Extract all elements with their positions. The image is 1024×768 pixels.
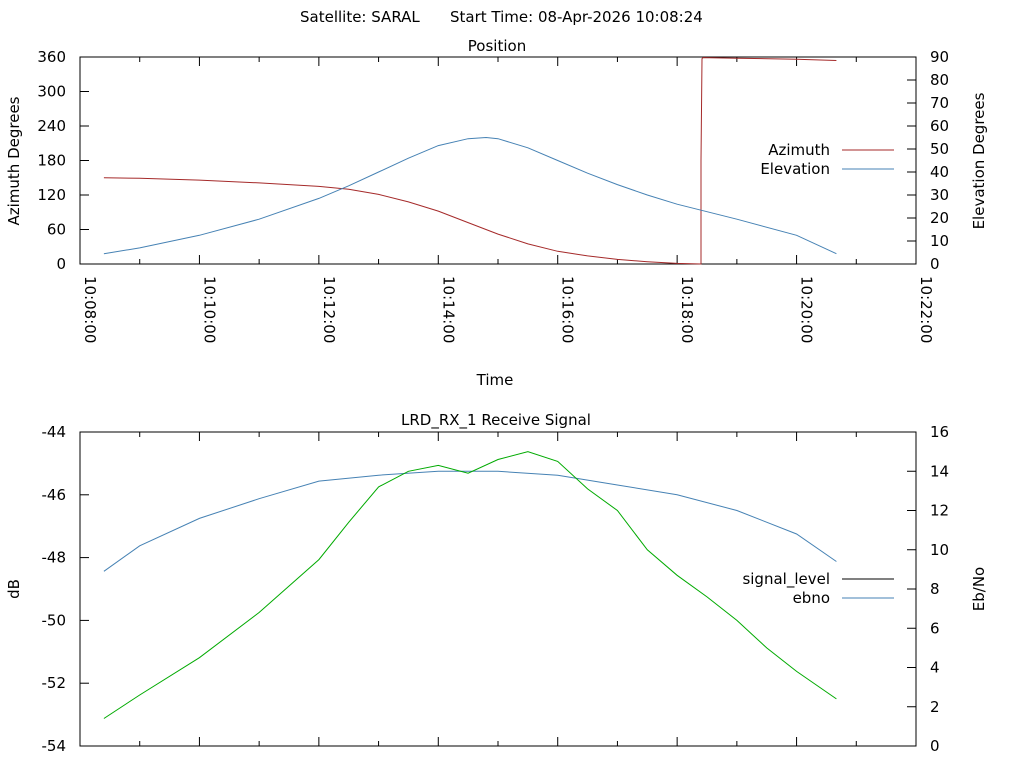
y2-tick-label: 6 bbox=[930, 619, 940, 637]
y2-tick-label: 90 bbox=[930, 48, 949, 66]
y2-tick-label: 80 bbox=[930, 71, 949, 89]
legend-label: Elevation bbox=[760, 160, 830, 178]
y2-tick-label: 8 bbox=[930, 580, 940, 598]
x-tick-label: 10:14:00 bbox=[439, 276, 457, 343]
y2-tick-label: 14 bbox=[930, 462, 949, 480]
y2-tick-label: 2 bbox=[930, 698, 940, 716]
y-tick-label: -50 bbox=[42, 611, 67, 629]
y-tick-label: -54 bbox=[42, 737, 67, 755]
series-line-unlabeled bbox=[103, 451, 837, 719]
y2-tick-label: 10 bbox=[930, 541, 949, 559]
series-line-ebno bbox=[103, 470, 837, 572]
y-tick-label: 0 bbox=[56, 255, 66, 273]
y-tick-label: 180 bbox=[37, 152, 66, 170]
header-satellite: Satellite: SARAL bbox=[300, 8, 420, 26]
position-chart: Position Azimuth Degrees Elevation Degre… bbox=[5, 37, 988, 389]
x-tick-label: 10:08:00 bbox=[81, 276, 99, 343]
series-line-Azimuth bbox=[103, 57, 837, 265]
y2-tick-label: 12 bbox=[930, 502, 949, 520]
legend-label: ebno bbox=[793, 589, 830, 607]
x-tick-label: 10:16:00 bbox=[559, 276, 577, 343]
chart-title: Position bbox=[468, 37, 526, 55]
y-axis-label: dB bbox=[5, 579, 23, 599]
y-tick-label: 300 bbox=[37, 83, 66, 101]
receive-signal-chart: LRD_RX_1 Receive Signal dB Eb/No -44 -46 -… bbox=[5, 411, 988, 755]
x-tick-label: 10:18:00 bbox=[678, 276, 696, 343]
x-tick-label: 10:12:00 bbox=[320, 276, 338, 343]
y2-tick-label: 10 bbox=[930, 232, 949, 250]
y2-tick-label: 0 bbox=[930, 255, 940, 273]
y2-tick-label: 30 bbox=[930, 186, 949, 204]
y2-tick-label: 70 bbox=[930, 94, 949, 112]
x-tick-label: 10:22:00 bbox=[917, 276, 935, 343]
y-tick-label: 240 bbox=[37, 117, 66, 135]
y-tick-label: -44 bbox=[42, 423, 67, 441]
x-tick-label: 10:20:00 bbox=[798, 276, 816, 343]
legend-label: Azimuth bbox=[768, 141, 830, 159]
y2-tick-label: 0 bbox=[930, 737, 940, 755]
y2-axis-label: Elevation Degrees bbox=[970, 92, 988, 229]
y-tick-label: -48 bbox=[42, 549, 67, 567]
y2-tick-label: 4 bbox=[930, 659, 940, 677]
x-tick-label: 10:10:00 bbox=[200, 276, 218, 343]
y-tick-label: 120 bbox=[37, 186, 66, 204]
header-start-time: Start Time: 08-Apr-2026 10:08:24 bbox=[450, 8, 703, 26]
y2-tick-label: 50 bbox=[930, 140, 949, 158]
y2-tick-label: 16 bbox=[930, 423, 949, 441]
x-axis-label: Time bbox=[476, 371, 514, 389]
y-tick-label: 60 bbox=[47, 221, 66, 239]
y2-tick-label: 60 bbox=[930, 117, 949, 135]
series-line-Elevation bbox=[103, 136, 837, 255]
plot-frame bbox=[79, 431, 917, 747]
y2-axis-label: Eb/No bbox=[970, 567, 988, 611]
y2-tick-label: 40 bbox=[930, 163, 949, 181]
legend-label: signal_level bbox=[742, 570, 830, 589]
y-tick-label: -46 bbox=[42, 486, 67, 504]
y-axis-label: Azimuth Degrees bbox=[5, 96, 23, 225]
chart-title: LRD_RX_1 Receive Signal bbox=[401, 411, 591, 430]
y2-tick-label: 20 bbox=[930, 209, 949, 227]
y-tick-label: -52 bbox=[42, 674, 67, 692]
y-tick-label: 360 bbox=[37, 48, 66, 66]
